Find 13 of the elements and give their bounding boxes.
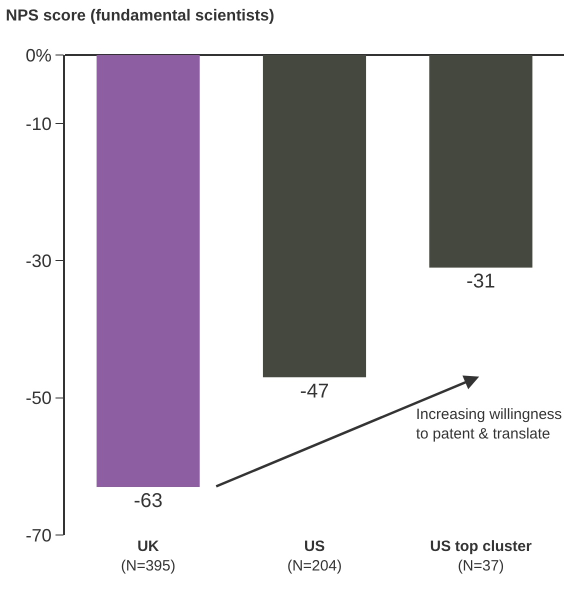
data-label: -31 bbox=[466, 270, 496, 293]
chart-title: NPS score (fundamental scientists) bbox=[6, 7, 274, 24]
y-tick-label: -10 bbox=[26, 114, 52, 134]
y-tick-label: -30 bbox=[26, 251, 52, 272]
x-tick-label: US (N=204) bbox=[287, 538, 342, 574]
x-tick-label: UK (N=395) bbox=[120, 538, 176, 574]
y-tick-label: 0% bbox=[26, 45, 52, 66]
data-label: -63 bbox=[134, 490, 163, 512]
data-label: -47 bbox=[300, 380, 329, 402]
annotation: Increasing willingness to patent & translate bbox=[416, 406, 562, 442]
x-tick-label: US top cluster (N=37) bbox=[430, 538, 532, 574]
y-tick-label: -50 bbox=[26, 388, 52, 408]
y-tick-label: -70 bbox=[26, 525, 52, 546]
